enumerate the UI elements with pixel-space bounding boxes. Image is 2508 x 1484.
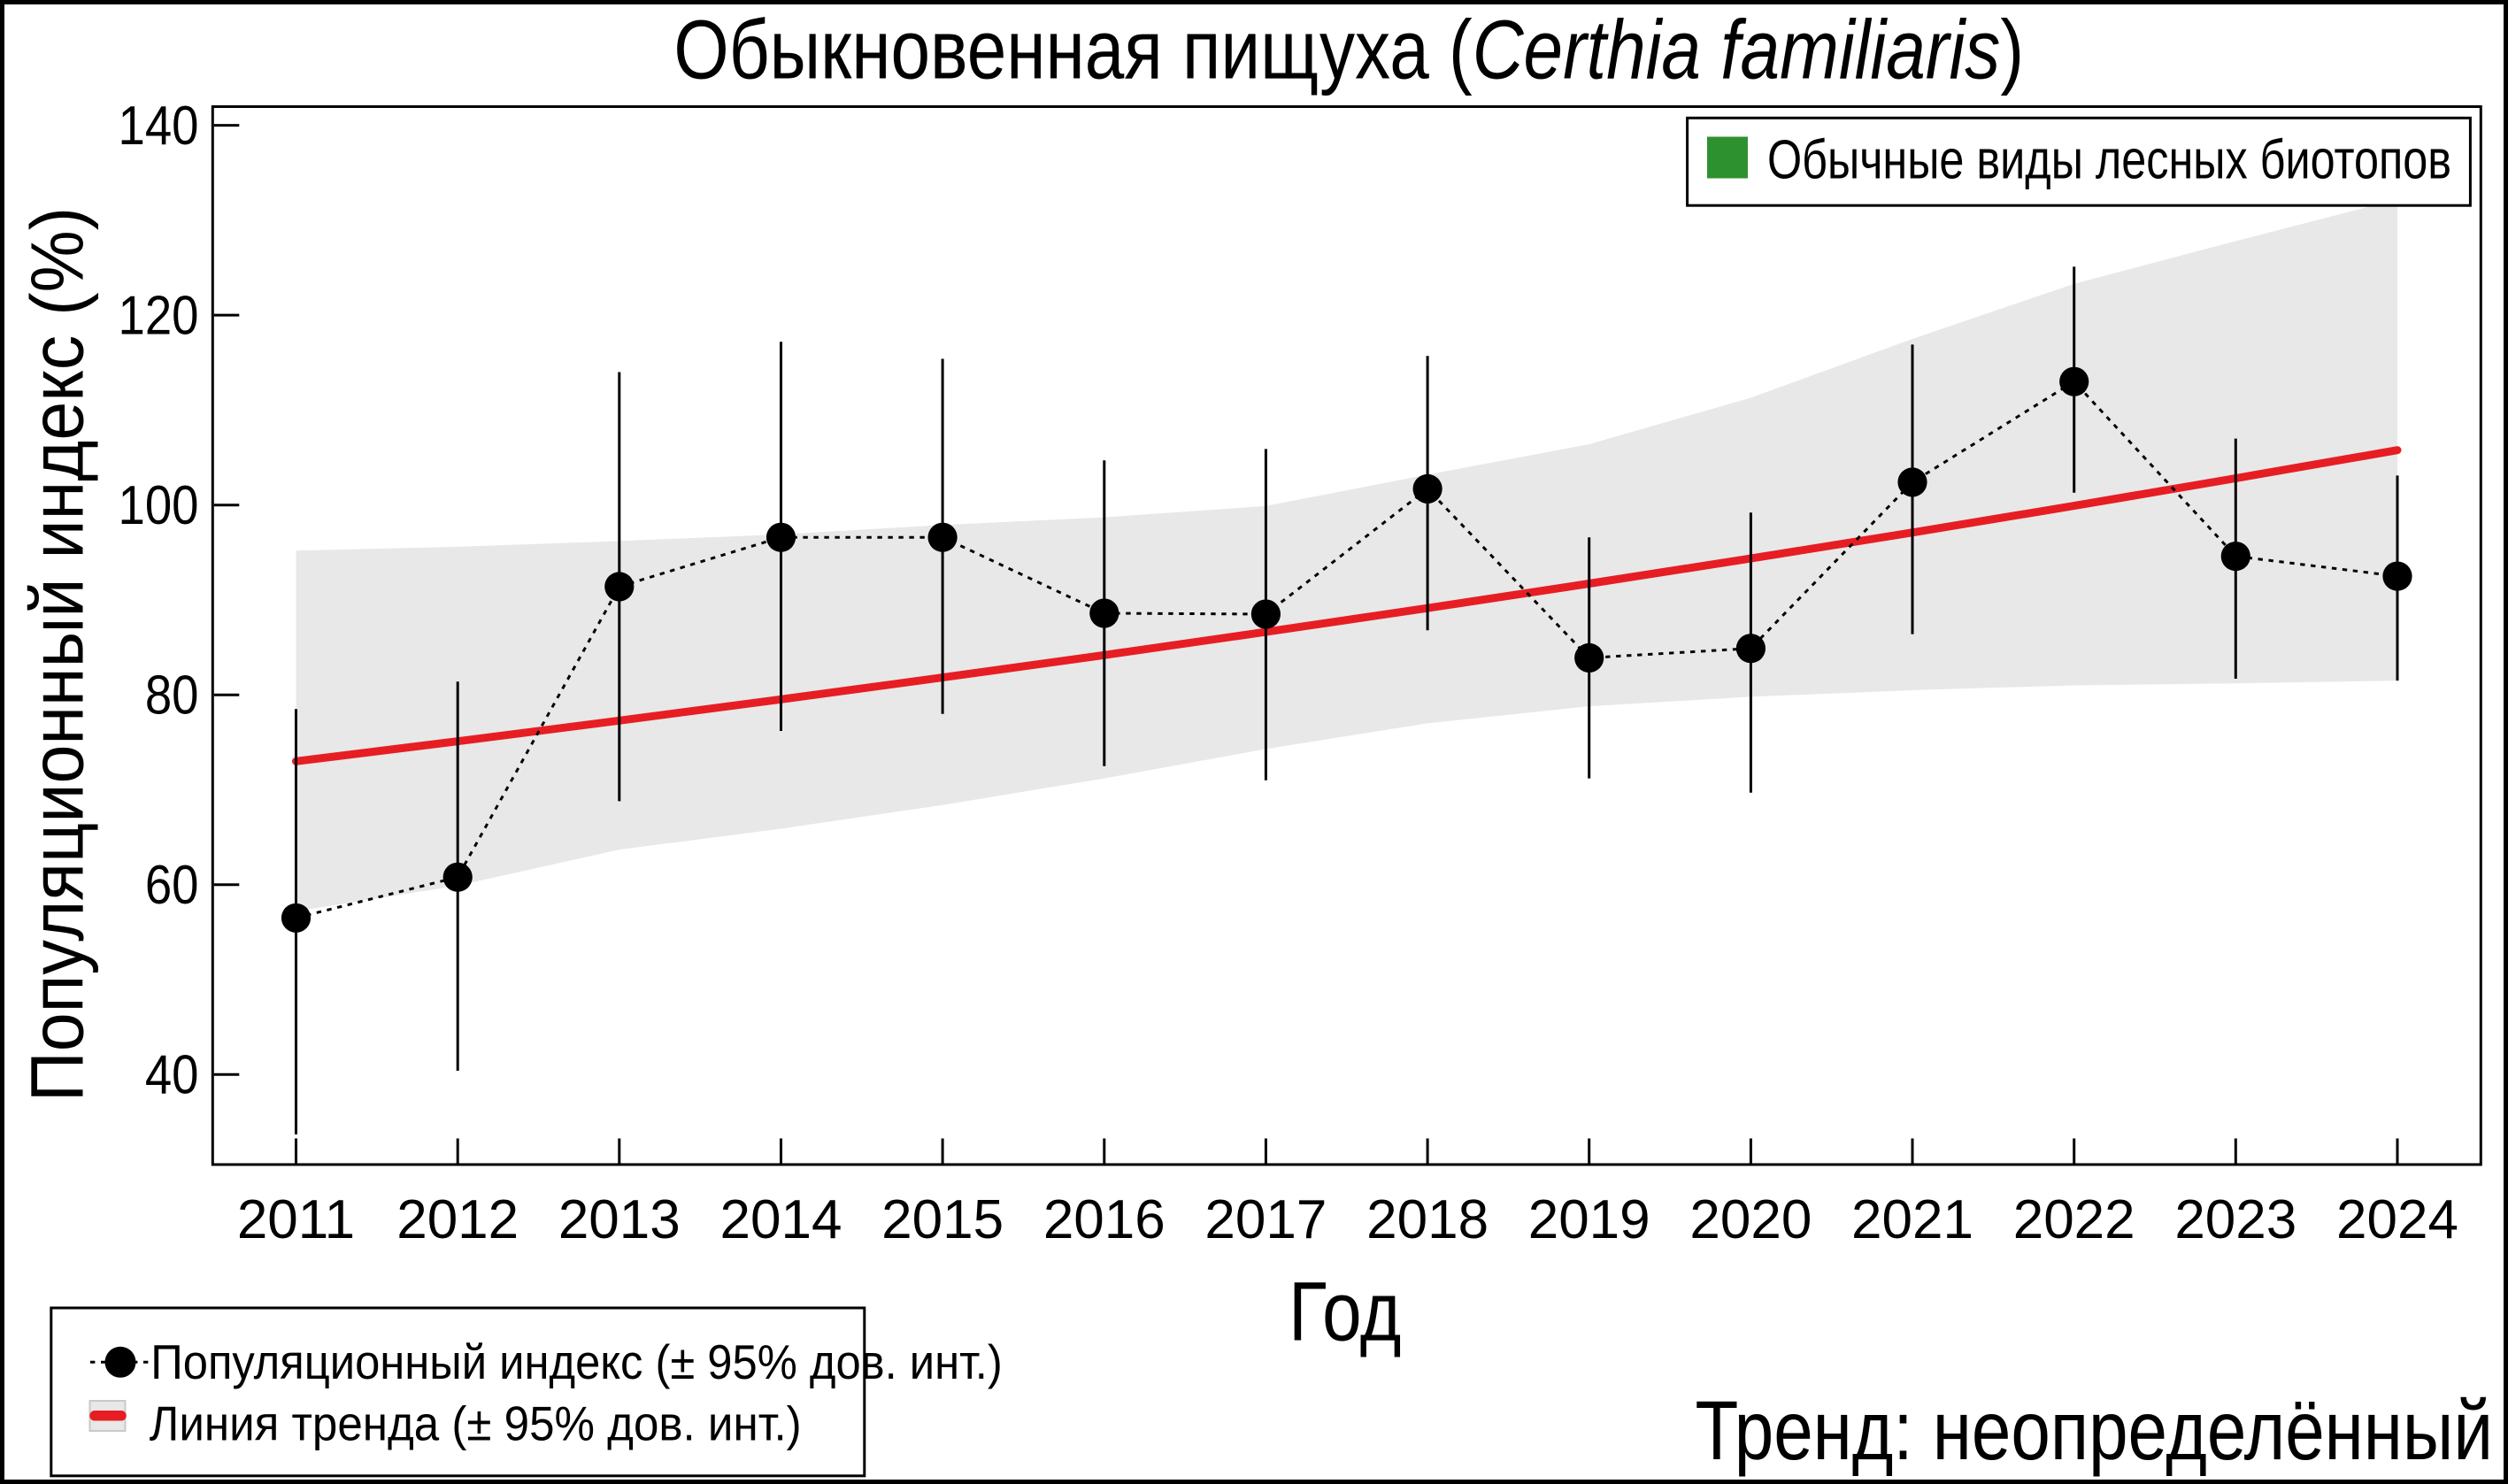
svg-text:2024: 2024	[2336, 1189, 2458, 1250]
svg-text:40: 40	[145, 1044, 199, 1105]
svg-text:Популяционный индекс (%): Популяционный индекс (%)	[16, 207, 99, 1102]
svg-text:Тренд: неопределённый: Тренд: неопределённый	[1695, 1384, 2493, 1478]
svg-text:2013: 2013	[558, 1189, 681, 1250]
svg-text:140: 140	[118, 96, 198, 157]
svg-text:60: 60	[145, 855, 199, 916]
svg-text:2016: 2016	[1043, 1189, 1166, 1250]
svg-text:2020: 2020	[1689, 1189, 1812, 1250]
svg-text:2012: 2012	[396, 1189, 519, 1250]
svg-text:Обычные виды лесных биотопов: Обычные виды лесных биотопов	[1767, 128, 2451, 189]
svg-text:2022: 2022	[2013, 1189, 2135, 1250]
svg-text:Обыкновенная пищуха (Certhia f: Обыкновенная пищуха (Certhia familiaris)	[673, 2, 2024, 96]
svg-text:2014: 2014	[720, 1189, 842, 1250]
svg-text:2011: 2011	[237, 1189, 355, 1250]
svg-text:2015: 2015	[881, 1189, 1004, 1250]
svg-text:Линия тренда (± 95% дов. инт.): Линия тренда (± 95% дов. инт.)	[150, 1397, 802, 1451]
svg-text:2023: 2023	[2174, 1189, 2296, 1250]
svg-text:80: 80	[145, 665, 199, 726]
svg-text:Популяционный индекс (± 95% до: Популяционный индекс (± 95% дов. инт.)	[150, 1335, 1002, 1389]
svg-text:Год: Год	[1289, 1265, 1401, 1358]
svg-text:2017: 2017	[1204, 1189, 1327, 1250]
svg-text:2018: 2018	[1366, 1189, 1489, 1250]
svg-text:120: 120	[118, 285, 198, 346]
svg-text:2021: 2021	[1851, 1189, 1973, 1250]
svg-text:100: 100	[118, 475, 198, 536]
svg-text:2019: 2019	[1528, 1189, 1650, 1250]
